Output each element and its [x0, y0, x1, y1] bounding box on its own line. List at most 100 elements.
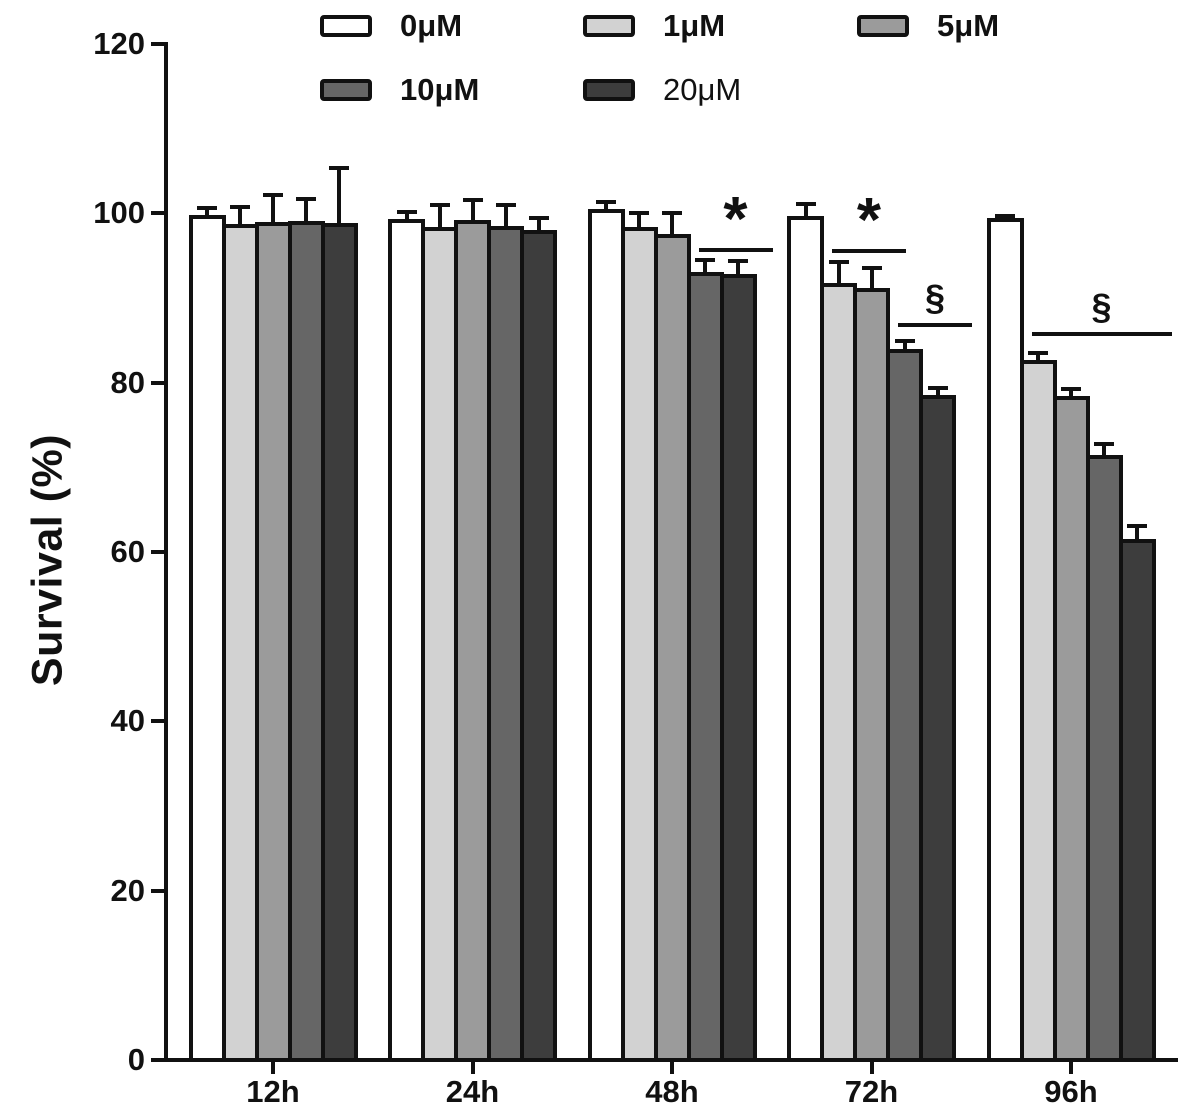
error-bar-stem — [503, 204, 508, 229]
error-bar-cap — [1094, 441, 1114, 446]
bar-5μM-72h — [853, 287, 890, 1062]
bar-0μM-48h — [587, 209, 625, 1062]
bar-20μM-48h — [719, 274, 757, 1062]
error-bar-stem — [703, 259, 707, 274]
legend-label-10μM: 10μM — [400, 72, 480, 107]
sig-line — [1031, 331, 1172, 336]
error-bar-cap — [528, 216, 549, 221]
y-tick-label: 100 — [93, 195, 145, 231]
error-bar-cap — [629, 211, 649, 216]
y-tick-label: 80 — [110, 364, 145, 400]
legend-label-20μM: 20μM — [663, 72, 742, 107]
error-bar-stem — [1069, 389, 1073, 399]
error-bar-stem — [271, 194, 275, 224]
error-bar-stem — [437, 204, 442, 229]
error-bar-cap — [462, 197, 483, 202]
error-bar-stem — [470, 199, 475, 223]
legend-label-5μM: 5μM — [937, 8, 1000, 43]
error-bar-stem — [536, 218, 541, 233]
error-bar-stem — [836, 261, 841, 285]
error-bar-cap — [429, 202, 450, 207]
sig-symbol: * — [723, 185, 748, 255]
bar-20μM-96h — [1118, 539, 1156, 1062]
y-tick-label: 0 — [127, 1042, 145, 1077]
bar-10μM-24h — [487, 226, 524, 1062]
bar-10μM-72h — [886, 348, 923, 1062]
legend-swatch-20μM — [583, 79, 635, 101]
error-bar-cap — [1061, 387, 1081, 392]
error-bar-stem — [736, 260, 740, 277]
bar-20μM-12h — [320, 223, 358, 1062]
x-tick-mark — [470, 1062, 475, 1074]
sig-symbol: § — [924, 277, 946, 319]
error-bar-stem — [205, 208, 209, 218]
error-bar-stem — [902, 341, 907, 351]
error-bar-cap — [329, 166, 349, 171]
legend-swatch-10μM — [320, 79, 372, 101]
error-bar-stem — [604, 202, 608, 212]
y-tick-label: 40 — [110, 703, 145, 739]
x-tick-mark — [271, 1062, 275, 1074]
bar-5μM-12h — [254, 221, 292, 1062]
bar-5μM-48h — [653, 233, 691, 1062]
error-bar-cap — [828, 259, 849, 264]
error-bar-cap — [296, 196, 316, 201]
x-tick-label: 72h — [844, 1074, 899, 1108]
error-bar-stem — [1003, 215, 1007, 221]
error-bar-cap — [1127, 523, 1147, 528]
bar-1μM-48h — [620, 226, 658, 1062]
bar-10μM-48h — [686, 271, 724, 1062]
y-tick-mark — [151, 42, 164, 46]
bar-10μM-12h — [287, 220, 325, 1062]
bar-1μM-96h — [1019, 359, 1057, 1062]
x-tick-label: 24h — [445, 1074, 500, 1108]
error-bar-cap — [728, 258, 748, 263]
error-bar-stem — [670, 213, 674, 236]
y-tick-label: 20 — [110, 872, 145, 908]
legend-swatch-0μM — [320, 15, 372, 37]
error-bar-stem — [304, 198, 308, 223]
y-tick-label: 60 — [110, 534, 145, 569]
bar-20μM-72h — [919, 394, 956, 1062]
y-tick-mark — [151, 888, 164, 893]
legend-label-1μM: 1μM — [663, 8, 726, 43]
y-tick-mark — [151, 211, 164, 216]
error-bar-cap — [995, 213, 1015, 218]
bar-0μM-72h — [787, 215, 824, 1062]
error-bar-cap — [197, 206, 217, 211]
x-tick-label: 12h — [246, 1074, 300, 1108]
y-tick-mark — [151, 380, 164, 385]
error-bar-cap — [795, 202, 816, 207]
y-axis-line — [164, 42, 168, 1062]
bar-0μM-24h — [388, 219, 425, 1062]
sig-symbol: * — [856, 185, 882, 255]
bar-1μM-24h — [421, 226, 458, 1062]
bar-1μM-12h — [221, 224, 259, 1062]
error-bar-stem — [1135, 525, 1139, 542]
x-tick-label: 96h — [1044, 1074, 1098, 1108]
error-bar-cap — [263, 192, 283, 197]
error-bar-cap — [927, 385, 948, 390]
sig-symbol: § — [1091, 285, 1112, 327]
bar-0μM-96h — [986, 218, 1024, 1062]
sig-line — [898, 323, 972, 328]
error-bar-cap — [396, 209, 417, 214]
sig-line — [832, 248, 906, 253]
error-bar-stem — [869, 268, 874, 290]
legend-label-0μM: 0μM — [400, 8, 463, 43]
error-bar-stem — [337, 168, 341, 226]
error-bar-cap — [495, 202, 516, 207]
error-bar-stem — [803, 204, 808, 218]
error-bar-cap — [861, 266, 882, 271]
y-tick-label: 120 — [93, 26, 145, 61]
x-axis-line — [152, 1058, 1178, 1062]
bar-1μM-72h — [820, 282, 857, 1062]
error-bar-cap — [596, 200, 616, 205]
error-bar-cap — [894, 339, 915, 344]
bar-10μM-96h — [1085, 455, 1123, 1062]
y-tick-mark — [151, 550, 164, 554]
error-bar-stem — [935, 387, 940, 397]
x-tick-mark — [869, 1062, 874, 1074]
